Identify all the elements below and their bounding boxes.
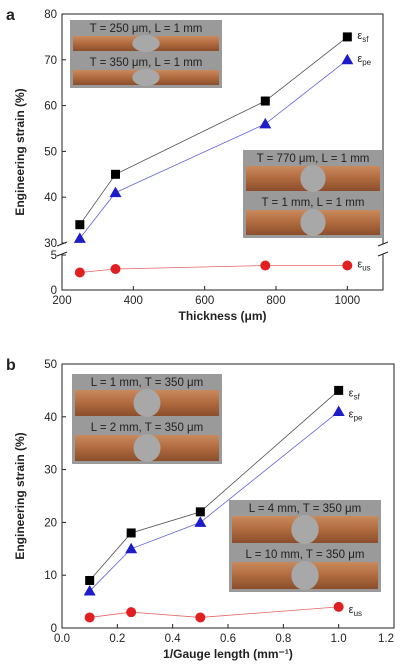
y-tick-label: 0 bbox=[51, 285, 57, 297]
axis-break-mark bbox=[56, 251, 68, 257]
specimen-gauge bbox=[291, 515, 319, 544]
data-point-1-2 bbox=[194, 516, 207, 527]
data-point-0-2 bbox=[260, 96, 270, 106]
data-point-2-3 bbox=[342, 260, 353, 271]
y-tick-label: 30 bbox=[44, 465, 57, 477]
data-point-1-1 bbox=[109, 186, 122, 198]
data-point-0-1 bbox=[111, 169, 120, 179]
specimen-gauge bbox=[291, 561, 319, 590]
x-axis-label: Thickness (μm) bbox=[178, 309, 266, 323]
x-tick-label: 0.4 bbox=[165, 633, 182, 645]
data-point-2-2 bbox=[260, 260, 271, 271]
x-tick-label: 0.6 bbox=[220, 633, 236, 645]
axis-break-gap bbox=[58, 244, 66, 254]
inset-label: L = 2 mm, T = 350 μm bbox=[91, 422, 204, 434]
specimen-gauge bbox=[133, 434, 161, 462]
y-tick-label: 70 bbox=[44, 55, 57, 67]
data-point-2-2 bbox=[195, 612, 206, 623]
x-tick-label: 800 bbox=[266, 295, 285, 307]
data-point-0-0 bbox=[85, 575, 95, 585]
y-tick-label: 10 bbox=[44, 570, 57, 582]
specimen-gauge bbox=[133, 389, 161, 417]
data-point-0-1 bbox=[126, 528, 136, 538]
x-axis-label: 1/Gauge length (mm⁻¹) bbox=[163, 647, 293, 661]
x-tick-label: 600 bbox=[195, 295, 214, 307]
x-tick-label: 0.0 bbox=[54, 633, 70, 645]
y-tick-label: 5 bbox=[51, 250, 57, 262]
data-point-0-0 bbox=[75, 220, 85, 230]
inset-photo-upper: L = 1 mm, T = 350 μm L = 2 mm, T = 350 μm bbox=[72, 374, 222, 464]
y-tick-label: 80 bbox=[44, 9, 57, 21]
data-point-2-0 bbox=[74, 267, 85, 278]
y-tick-label: 50 bbox=[44, 359, 57, 371]
panel-label: b bbox=[6, 357, 16, 374]
inset-label: L = 4 mm, T = 350 μm bbox=[249, 503, 362, 515]
y-tick-label: 40 bbox=[44, 192, 57, 204]
data-point-0-3 bbox=[342, 32, 352, 42]
inset-label: T = 1 mm, L = 1 mm bbox=[262, 197, 365, 209]
x-tick-label: 0.8 bbox=[275, 633, 291, 645]
series-label-2: εus bbox=[357, 259, 370, 273]
series-line-0 bbox=[89, 390, 339, 581]
inset-label: T = 350 μm, L = 1 mm bbox=[90, 57, 203, 69]
series-label-0: εsf bbox=[357, 30, 369, 44]
data-point-0-2 bbox=[195, 507, 205, 517]
data-point-2-3 bbox=[333, 601, 344, 612]
series-line-2 bbox=[79, 265, 348, 273]
axis-break-mark bbox=[377, 241, 389, 247]
axis-break-gap bbox=[379, 244, 387, 254]
data-point-1-3 bbox=[332, 405, 345, 417]
x-tick-label: 0.2 bbox=[109, 633, 125, 645]
y-tick-label: 20 bbox=[44, 517, 57, 529]
series-line-1 bbox=[89, 411, 339, 592]
inset-photo-lower: T = 770 μm, L = 1 mm T = 1 mm, L = 1 mm bbox=[243, 150, 383, 238]
y-tick-label: 60 bbox=[44, 101, 57, 113]
x-tick-label: 200 bbox=[52, 295, 71, 307]
y-axis-label: Engineering strain (%) bbox=[13, 88, 27, 215]
y-tick-label: 50 bbox=[44, 146, 57, 158]
inset-label: T = 770 μm, L = 1 mm bbox=[257, 153, 370, 165]
x-tick-label: 1000 bbox=[335, 295, 361, 307]
data-point-1-2 bbox=[259, 117, 272, 129]
data-point-1-1 bbox=[125, 542, 138, 554]
inset-label: L = 1 mm, T = 350 μm bbox=[91, 377, 204, 389]
data-point-1-0 bbox=[73, 232, 86, 243]
series-label-1: εpe bbox=[349, 409, 363, 423]
data-point-1-0 bbox=[83, 585, 96, 596]
series-line-2 bbox=[89, 606, 339, 618]
inset-label: L = 10 mm, T = 350 μm bbox=[246, 549, 365, 561]
panel-label: a bbox=[6, 7, 15, 24]
x-tick-label: 1.0 bbox=[331, 633, 347, 645]
y-tick-label: 30 bbox=[44, 238, 57, 250]
y-tick-label: 0 bbox=[51, 623, 57, 635]
series-label-2: εus bbox=[349, 604, 362, 618]
data-point-2-1 bbox=[110, 264, 121, 274]
data-point-0-3 bbox=[334, 385, 344, 395]
inset-photo-upper: T = 250 μm, L = 1 mm T = 350 μm, L = 1 mm bbox=[70, 20, 222, 88]
series-line-0 bbox=[79, 36, 348, 225]
data-point-1-3 bbox=[341, 53, 354, 65]
x-tick-label: 400 bbox=[124, 295, 143, 307]
data-point-2-1 bbox=[126, 607, 137, 618]
axis-break-mark bbox=[377, 251, 389, 257]
x-tick-label: 1.2 bbox=[378, 633, 394, 645]
specimen-gauge bbox=[300, 209, 326, 236]
inset-photo-lower: L = 4 mm, T = 350 μm L = 10 mm, T = 350 μ… bbox=[229, 500, 381, 592]
panel-b: 0.0 0.2 0.4 0.6 0.8 1.0 1.2 0 10 20 30 40 50 b 1/Gauge… bbox=[6, 357, 395, 661]
y-axis-label: Engineering strain (%) bbox=[13, 432, 27, 559]
series-label-1: εpe bbox=[357, 53, 371, 67]
specimen-gauge bbox=[300, 165, 326, 192]
series-label-0: εsf bbox=[349, 387, 361, 401]
data-point-2-0 bbox=[84, 612, 95, 623]
panel-a: 200 400 600 800 1000 0 530 40 50 60 70 80 a Thickness… bbox=[6, 7, 389, 323]
specimen-gauge bbox=[132, 69, 160, 86]
y-tick-label: 40 bbox=[44, 412, 57, 424]
series-line-1 bbox=[79, 59, 348, 239]
inset-label: T = 250 μm, L = 1 mm bbox=[90, 23, 203, 35]
specimen-gauge bbox=[132, 35, 160, 52]
